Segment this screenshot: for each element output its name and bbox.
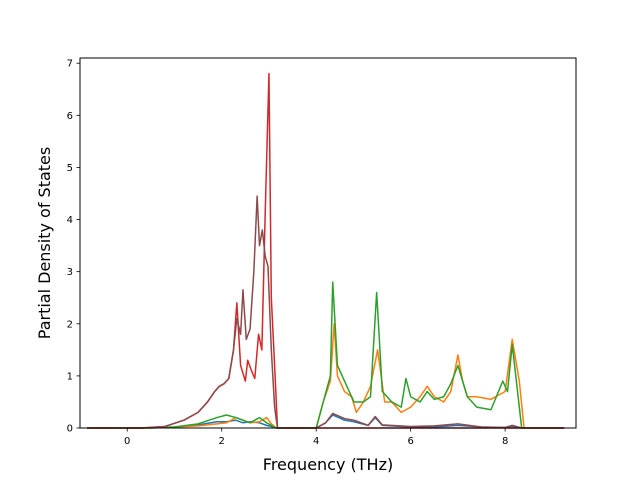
y-tick-label: 6 xyxy=(67,111,73,122)
y-tick-label: 1 xyxy=(67,371,73,382)
y-tick-label: 4 xyxy=(67,215,73,226)
y-tick-label: 0 xyxy=(67,424,73,435)
x-axis-ticks: 0 2 4 6 8 xyxy=(124,428,508,447)
axes-frame xyxy=(79,57,577,429)
y-axis-label: Partial Density of States xyxy=(35,147,54,339)
series-line-3 xyxy=(87,281,565,429)
y-tick-label: 3 xyxy=(67,267,73,278)
x-tick-label: 0 xyxy=(124,436,130,447)
series-layer xyxy=(87,72,565,429)
y-tick-label: 2 xyxy=(67,319,73,330)
y-axis-ticks: 0 1 2 3 4 5 6 7 xyxy=(67,59,80,435)
x-tick-label: 4 xyxy=(313,436,319,447)
plot-area xyxy=(79,57,577,429)
y-tick-label: 5 xyxy=(67,163,73,174)
x-tick-label: 2 xyxy=(219,436,225,447)
y-tick-label: 7 xyxy=(67,59,73,70)
x-tick-label: 8 xyxy=(502,436,508,447)
series-line-5 xyxy=(87,195,565,429)
x-axis-label: Frequency (THz) xyxy=(263,455,393,474)
x-tick-label: 6 xyxy=(407,436,413,447)
